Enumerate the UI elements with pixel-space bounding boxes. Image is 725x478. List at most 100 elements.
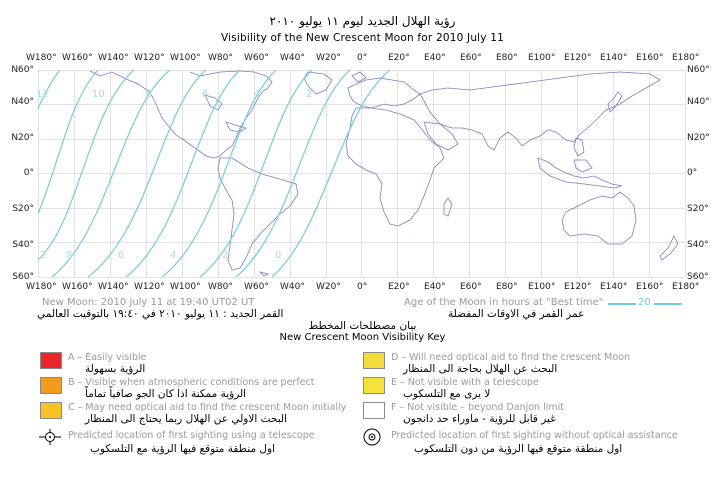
lon-tick: W180° [26,282,57,292]
key-label-arabic: لا يرى مع التلسكوب [403,388,491,400]
lon-tick: E180° [672,53,700,63]
lat-tick: S40° [687,240,709,250]
lon-tick: E140° [600,282,628,292]
lon-tick: W120° [134,282,165,292]
key-label: B – Visible when atmospheric conditions … [68,377,315,388]
key-label: F – Not visible – beyond Danjon limit [391,402,564,413]
lon-tick: E120° [564,282,592,292]
swatch-f [363,402,385,419]
lon-tick: W40° [280,53,305,63]
lon-tick: W120° [134,53,165,63]
page-title: Visibility of the New Crescent Moon for … [220,32,504,44]
key-title-arabic: بيان مصطلحات المخطط [308,320,417,332]
lon-tick: E100° [528,282,556,292]
key-label: C – May need optical aid to find the cre… [68,402,347,413]
lon-tick: E60° [460,53,482,63]
lon-tick: W160° [62,282,93,292]
key-title: New Crescent Moon Visibility Key [279,332,446,343]
longitude-axis-bottom: W180° W160° W140° W120° W100° W80° W60° … [0,282,725,294]
key-label-arabic: البحث عن الهلال بحاجة الى المنظار [403,363,558,375]
lon-tick: 0° [357,53,368,63]
lat-tick: N20° [687,133,710,143]
lon-tick: W140° [98,53,129,63]
lon-tick: W20° [316,53,341,63]
svg-text:12: 12 [36,89,49,100]
lon-tick: W160° [62,53,93,63]
lon-tick: 0° [357,282,368,292]
key-item-b: B – Visible when atmospheric conditions … [40,377,360,401]
swatch-a [40,352,62,369]
lon-tick: E100° [528,53,556,63]
lat-tick: S20° [12,204,34,214]
lon-tick: W80° [208,53,233,63]
lat-tick: N40° [687,97,710,107]
new-moon-time-arabic: القمر الجديد : ١١ يوليو ٢٠١٠ في ١٩:٤٠ با… [37,308,284,320]
svg-text:4: 4 [170,250,176,261]
lon-tick: W180° [26,53,57,63]
lon-tick: W20° [316,282,341,292]
curve-labels: 12 10 8 6 4 2 2 8 6 4 2 0 [36,89,312,261]
lon-tick: W60° [244,53,269,63]
moon-age-curves [38,70,391,277]
lat-tick: S20° [687,204,709,214]
lon-tick: E80° [496,282,518,292]
key-item-c: C – May need optical aid to find the cre… [40,402,360,426]
lon-tick: E40° [424,282,446,292]
lat-tick: S60° [687,272,709,282]
lon-tick: E40° [424,53,446,63]
lon-tick: W140° [98,282,129,292]
lat-tick: 0° [687,168,698,178]
lat-tick: S40° [12,240,34,250]
lon-tick: E60° [460,282,482,292]
coastlines [89,70,679,277]
key-label: Predicted location of first sighting usi… [68,430,315,441]
key-label-arabic: الرؤية ممكنة اذا كان الجو صافياً تماماً [85,388,247,400]
key-label-arabic: غير قابل للرؤية - ماوراء حد دانجون [403,413,556,425]
key-label-arabic: اول منطقة متوقع فيها الرؤية من دون التلس… [414,443,623,455]
key-item-d: D – Will need optical aid to find the cr… [363,352,713,376]
key-item-a: A – Easily visible الرؤية بسهولة [40,352,360,376]
lon-tick: E180° [672,282,700,292]
swatch-c [40,402,62,419]
key-label: D – Will need optical aid to find the cr… [391,352,631,363]
svg-text:0: 0 [275,250,281,261]
lat-tick: N60° [11,65,34,75]
lat-tick: 0° [23,168,34,178]
key-label: E – Not visible with a telescope [391,377,539,388]
svg-text:6: 6 [202,89,208,100]
world-map: 12 10 8 6 4 2 2 8 6 4 2 0 [36,70,686,278]
key-label-arabic: الرؤية بسهولة [85,363,146,375]
key-label-arabic: البحث الاولي عن الهلال ربما يحتاج الى ال… [85,413,287,425]
swatch-e [363,377,385,394]
svg-text:8: 8 [66,250,72,261]
swatch-b [40,377,62,394]
svg-text:2: 2 [40,250,46,261]
lon-tick: W60° [244,282,269,292]
age-legend-label-arabic: عمر القمر في الاوقات المفضلة [448,308,585,320]
lon-tick: W80° [208,282,233,292]
lon-tick: E140° [600,53,628,63]
map-grid [38,70,686,278]
key-item-naked-eye: Predicted location of first sighting wit… [362,428,722,456]
key-label: Predicted location of first sighting wit… [391,430,678,441]
lon-tick: E80° [496,53,518,63]
lat-tick: N60° [687,65,710,75]
lon-tick: E20° [388,53,410,63]
crosshair-circle-icon [39,429,61,445]
lon-tick: W100° [170,282,201,292]
lon-tick: E160° [636,53,664,63]
lat-tick: N40° [11,97,34,107]
age-legend-sample: 20 [608,297,683,309]
key-item-f: F – Not visible – beyond Danjon limit غي… [363,402,713,426]
lon-tick: E160° [636,282,664,292]
lon-tick: W40° [280,282,305,292]
lat-tick: N20° [11,133,34,143]
swatch-d [363,352,385,369]
svg-text:4: 4 [254,89,260,100]
key-item-e: E – Not visible with a telescope لا يرى … [363,377,713,401]
svg-text:10: 10 [92,89,105,100]
svg-text:8: 8 [146,89,152,100]
lat-tick: S60° [12,272,34,282]
lon-tick: W100° [170,53,201,63]
svg-text:2: 2 [222,250,228,261]
